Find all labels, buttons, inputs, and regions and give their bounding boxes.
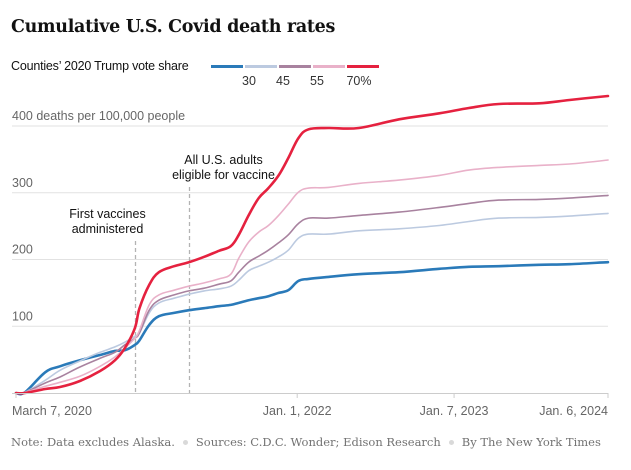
annotation-text: eligible for vaccine	[172, 168, 275, 182]
x-tick-label: Jan. 7, 2023	[420, 404, 489, 418]
legend-swatch-3	[313, 65, 345, 68]
annotation-text: All U.S. adults	[184, 153, 263, 167]
annotation-text: administered	[72, 222, 144, 236]
separator-dot	[182, 439, 188, 445]
legend-break-70: 70%	[346, 74, 372, 88]
series-line-3	[15, 159, 609, 394]
series-line-2	[15, 194, 609, 395]
legend: Counties’ 2020 Trump vote share 30 45 55…	[11, 59, 431, 93]
separator-dot	[448, 439, 454, 445]
legend-swatch-2	[279, 65, 311, 68]
chart-title: Cumulative U.S. Covid death rates	[11, 17, 336, 37]
y-tick-label-300: 300	[12, 176, 33, 190]
y-tick-label-400: 400 deaths per 100,000 people	[12, 109, 185, 123]
series-line-4	[14, 94, 610, 395]
legend-break-55: 55	[310, 74, 324, 88]
y-tick-label-200: 200	[12, 243, 33, 257]
x-tick-label: March 7, 2020	[12, 404, 92, 418]
legend-title: Counties’ 2020 Trump vote share	[11, 59, 189, 73]
y-tick-label-100: 100	[12, 309, 33, 323]
legend-swatch-4	[347, 65, 379, 68]
x-axis: March 7, 2020 Jan. 1, 2022 Jan. 7, 2023 Jan…	[12, 393, 609, 418]
footer-note: Note: Data excludes Alaska.	[11, 435, 175, 449]
x-tick-label: Jan. 1, 2022	[263, 404, 332, 418]
x-tick-label: Jan. 6, 2024	[539, 404, 608, 418]
footer-credit: By The New York Times	[461, 435, 601, 449]
legend-swatch-1	[245, 65, 277, 68]
footer-sources: Sources: C.D.C. Wonder; Edison Research	[195, 435, 441, 449]
series-line-1	[15, 212, 609, 395]
legend-swatch-0	[211, 65, 243, 68]
footer: Note: Data excludes Alaska. Sources: C.D.…	[11, 432, 621, 452]
annotation-text: First vaccines	[69, 207, 145, 221]
series-lines	[14, 94, 610, 396]
y-axis-labels: 100 200 300 400 deaths per 100,000 people	[12, 109, 185, 323]
legend-break-30: 30	[242, 74, 256, 88]
legend-break-45: 45	[276, 74, 290, 88]
series-line-0	[14, 260, 610, 396]
gridlines	[12, 125, 608, 327]
